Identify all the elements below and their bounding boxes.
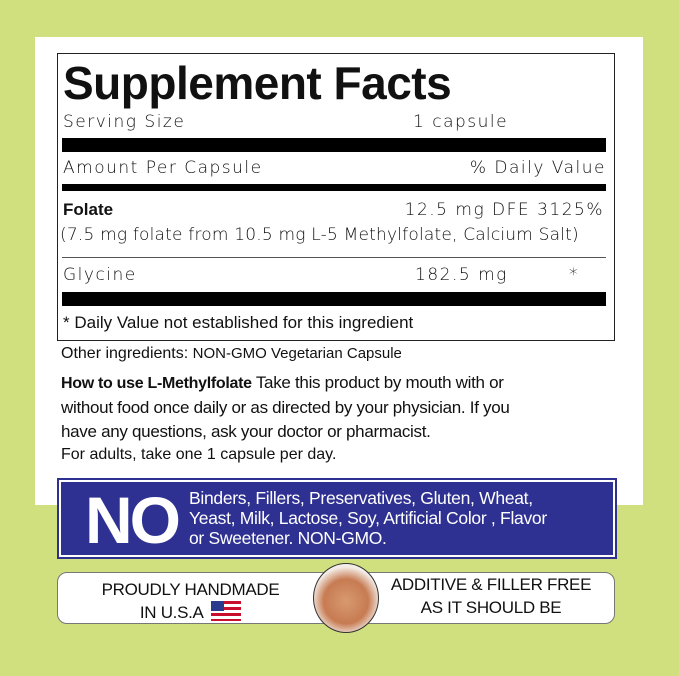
no-line: Yeast, Milk, Lactose, Soy, Artificial Co… <box>189 508 547 528</box>
howto-text: Take this product by mouth with or <box>255 373 504 392</box>
amount-row: Amount Per Capsule % Daily Value <box>63 158 606 178</box>
howto-line3: have any questions, ask your doctor or p… <box>61 422 431 441</box>
divider-thick <box>62 138 606 152</box>
howto-label: How to use L-Methylfolate <box>61 375 252 392</box>
handmade-line: IN U.S.A <box>58 601 323 624</box>
serving-label: Serving Size <box>63 112 186 132</box>
folate-detail: (7.5 mg folate from 10.5 mg L-5 Methylfo… <box>60 225 579 245</box>
adult-dosage: For adults, take one 1 capsule per day. <box>61 446 337 463</box>
filler-free-line: AS IT SHOULD BE <box>420 598 562 617</box>
no-text: NO <box>85 483 181 557</box>
us-flag-icon <box>211 601 242 621</box>
glycine-name: Glycine <box>63 265 137 285</box>
serving-value: 1 capsule <box>413 112 509 132</box>
handmade-line: PROUDLY HANDMADE <box>101 580 280 599</box>
howto-line1: How to use L-Methylfolate Take this prod… <box>61 373 504 393</box>
serving-row: Serving Size 1 capsule <box>63 112 606 132</box>
divider-thin <box>62 257 606 258</box>
no-additives-banner: NO Binders, Fillers, Preservatives, Glut… <box>57 478 617 559</box>
other-label: Other ingredients: <box>61 345 189 362</box>
folate-name: Folate <box>63 200 114 219</box>
dv-label: % Daily Value <box>469 158 606 178</box>
footnote: * Daily Value not established for this i… <box>63 313 414 332</box>
divider-medium <box>62 184 606 191</box>
glycine-row: Glycine 182.5 mg * <box>63 265 606 285</box>
supplement-facts-box: Supplement Facts Serving Size 1 capsule … <box>57 53 615 341</box>
filler-free-text: ADDITIVE & FILLER FREE AS IT SHOULD BE <box>368 573 614 619</box>
facts-title: Supplement Facts <box>63 57 452 109</box>
label-panel <box>35 37 643 505</box>
other-ingredients: Other ingredients: NON-GMO Vegetarian Ca… <box>61 345 402 363</box>
howto-line2: without food once daily or as directed b… <box>61 398 510 417</box>
folate-amount: 12.5 mg DFE 3125% <box>404 200 604 220</box>
amount-label: Amount Per Capsule <box>63 158 263 178</box>
glycine-amount: 182.5 mg <box>415 265 508 285</box>
filler-free-line: ADDITIVE & FILLER FREE <box>390 575 592 594</box>
no-line: or Sweetener. NON-GMO. <box>189 528 387 548</box>
other-value: NON-GMO Vegetarian Capsule <box>192 345 402 362</box>
divider-thick <box>62 292 606 306</box>
handmade-text: PROUDLY HANDMADE IN U.S.A <box>58 578 323 624</box>
glycine-dv: * <box>569 265 579 285</box>
no-line: Binders, Fillers, Preservatives, Gluten,… <box>189 488 533 508</box>
usa-text: IN U.S.A <box>139 603 203 622</box>
folate-row: Folate 12.5 mg DFE 3125% <box>63 200 606 220</box>
pointing-hand-icon <box>313 563 379 633</box>
no-list: Binders, Fillers, Preservatives, Gluten,… <box>189 488 547 548</box>
